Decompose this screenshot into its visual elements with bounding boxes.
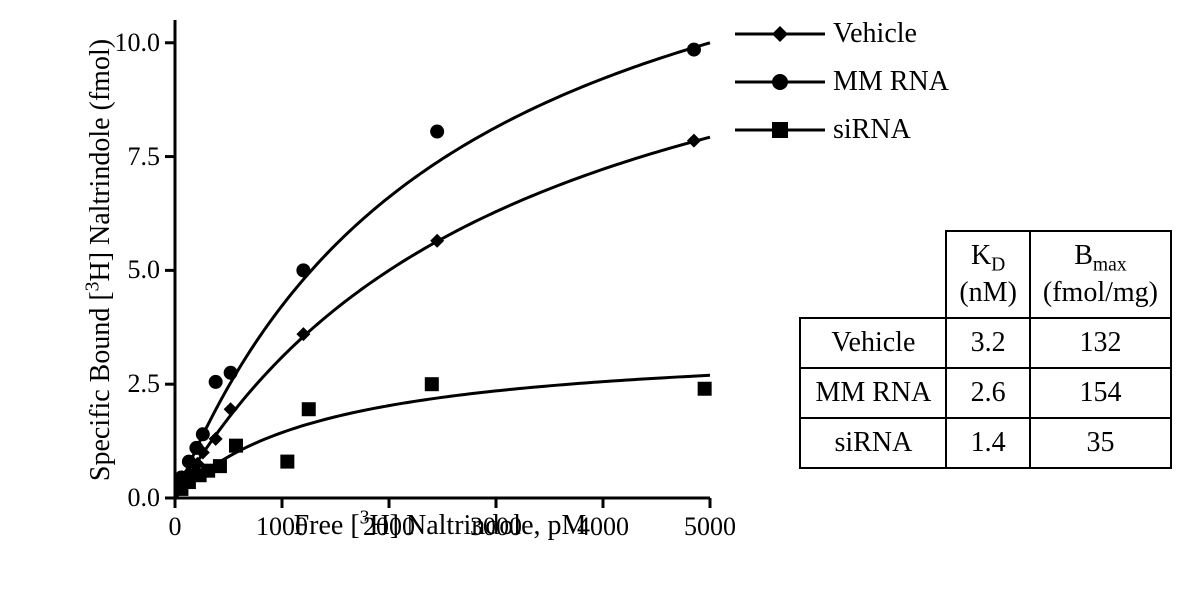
table-cell-bmax: 132 [1030, 318, 1171, 368]
legend-item-sirna: siRNA [735, 106, 949, 154]
x-tick-label: 5000 [684, 512, 736, 542]
table-row-label: MM RNA [800, 368, 946, 418]
parameters-table: KD(nM)Bmax(fmol/mg) Vehicle 3.2 132 MM R… [799, 230, 1172, 469]
legend-label: Vehicle [833, 18, 917, 50]
table-cell-kd: 3.2 [946, 318, 1030, 368]
legend-swatch [735, 67, 825, 97]
table-row-label: siRNA [800, 418, 946, 468]
legend-label: siRNA [833, 114, 911, 146]
x-axis-title: Free [3H] Naltrindole, pM [294, 508, 587, 542]
page-root: Specific Bound [3H] Naltrindole (fmol) 0… [0, 0, 1200, 593]
legend-swatch [735, 19, 825, 49]
table-cell-bmax: 154 [1030, 368, 1171, 418]
y-tick-label: 5.0 [110, 255, 160, 285]
y-tick-label: 2.5 [110, 369, 160, 399]
table-cell-kd: 1.4 [946, 418, 1030, 468]
legend-swatch [735, 115, 825, 145]
table-header-bmax: Bmax(fmol/mg) [1030, 231, 1171, 318]
legend-item-mmrna: MM RNA [735, 58, 949, 106]
binding-curve-plot [80, 10, 720, 570]
table-row-label: Vehicle [800, 318, 946, 368]
table-cell-kd: 2.6 [946, 368, 1030, 418]
legend-item-vehicle: Vehicle [735, 10, 949, 58]
x-tick-label: 0 [169, 512, 182, 542]
table-corner [800, 231, 946, 318]
table-header-kd: KD(nM) [946, 231, 1030, 318]
table-cell-bmax: 35 [1030, 418, 1171, 468]
x-axis-title-text: Free [3H] Naltrindole, pM [294, 510, 587, 541]
legend: Vehicle MM RNA siRNA [735, 10, 949, 154]
curve-sirna [175, 375, 710, 498]
table-row: Vehicle 3.2 132 [800, 318, 1171, 368]
y-tick-label: 0.0 [110, 483, 160, 513]
legend-label: MM RNA [833, 66, 949, 98]
y-tick-label: 10.0 [110, 28, 160, 58]
chart-container: Specific Bound [3H] Naltrindole (fmol) 0… [80, 10, 710, 550]
table-row: siRNA 1.4 35 [800, 418, 1171, 468]
table-row: MM RNA 2.6 154 [800, 368, 1171, 418]
curve-mmrna [175, 43, 710, 498]
y-tick-label: 7.5 [110, 142, 160, 172]
